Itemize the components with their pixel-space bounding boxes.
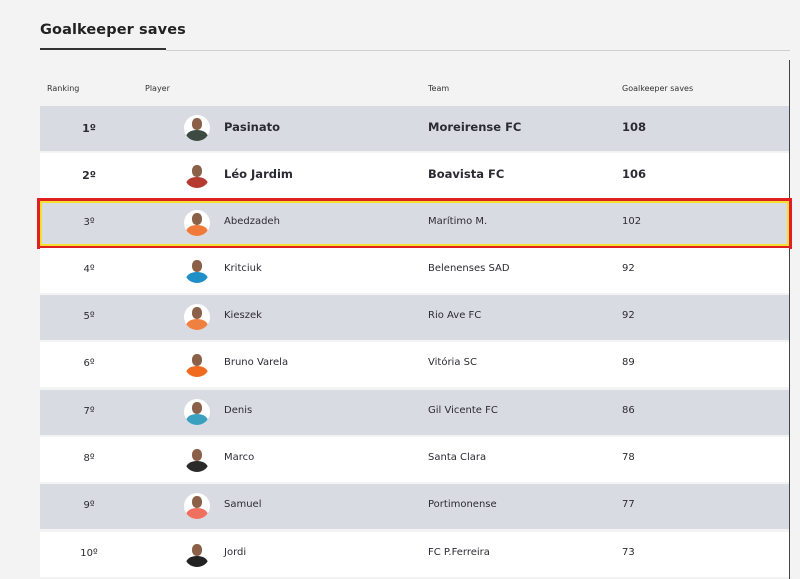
player-name[interactable]: Bruno Varela <box>224 357 289 368</box>
saves-value: 89 <box>622 357 635 368</box>
player-name[interactable]: Denis <box>224 405 253 416</box>
rank: 8º <box>83 453 95 464</box>
saves-value: 106 <box>622 167 647 181</box>
player-avatar <box>184 257 210 283</box>
player-avatar <box>184 351 210 377</box>
divider <box>166 50 790 51</box>
rank: 4º <box>83 264 95 275</box>
player-avatar <box>184 115 210 141</box>
table-row[interactable]: 9º Samuel Portimonense 77 <box>40 484 789 529</box>
team-name[interactable]: Gil Vicente FC <box>428 405 498 416</box>
player-name[interactable]: Marco <box>224 452 255 463</box>
team-name[interactable]: Santa Clara <box>428 452 487 463</box>
rank: 1º <box>82 122 96 135</box>
title-underline <box>40 48 166 50</box>
player-name[interactable]: Samuel <box>224 499 262 510</box>
saves-value: 78 <box>622 452 635 463</box>
header-saves[interactable]: Goalkeeper saves <box>622 84 694 93</box>
saves-value: 92 <box>622 310 635 321</box>
team-name[interactable]: Vitória SC <box>428 357 477 368</box>
player-avatar <box>184 399 210 425</box>
player-name[interactable]: Pasinato <box>224 120 281 134</box>
team-name[interactable]: FC P.Ferreira <box>428 547 490 558</box>
player-avatar <box>184 210 210 236</box>
panel-edge <box>789 60 790 579</box>
player-name[interactable]: Abedzadeh <box>224 216 280 227</box>
saves-value: 73 <box>622 547 635 558</box>
saves-value: 86 <box>622 405 635 416</box>
team-name[interactable]: Belenenses SAD <box>428 263 510 274</box>
table-row[interactable]: 4º Kritciuk Belenenses SAD 92 <box>40 248 789 293</box>
table-row[interactable]: 2º Léo Jardim Boavista FC 106 <box>40 153 789 198</box>
player-avatar <box>184 162 210 188</box>
saves-value: 102 <box>622 216 642 227</box>
player-name[interactable]: Jordi <box>224 547 247 558</box>
rank: 6º <box>83 358 95 369</box>
table-row[interactable]: 8º Marco Santa Clara 78 <box>40 437 789 482</box>
rank: 3º <box>83 217 95 228</box>
rank: 2º <box>82 169 96 182</box>
team-name[interactable]: Boavista FC <box>428 167 505 181</box>
table-row[interactable]: 7º Denis Gil Vicente FC 86 <box>40 390 789 435</box>
team-name[interactable]: Moreirense FC <box>428 120 522 134</box>
table-row[interactable]: 10º Jordi FC P.Ferreira 73 <box>40 532 789 577</box>
rank: 5º <box>83 311 95 322</box>
team-name[interactable]: Rio Ave FC <box>428 310 482 321</box>
player-avatar <box>184 493 210 519</box>
player-name[interactable]: Kritciuk <box>224 263 262 274</box>
page-title: Goalkeeper saves <box>40 22 186 38</box>
header-player[interactable]: Player <box>145 84 170 93</box>
rank: 10º <box>80 548 98 559</box>
table-row[interactable]: 3º Abedzadeh Marítimo M. 102 <box>37 198 792 249</box>
rank: 9º <box>83 500 95 511</box>
player-avatar <box>184 446 210 472</box>
player-avatar <box>184 304 210 330</box>
team-name[interactable]: Portimonense <box>428 499 497 510</box>
header-ranking[interactable]: Ranking <box>47 84 80 93</box>
saves-value: 92 <box>622 263 635 274</box>
saves-value: 77 <box>622 499 635 510</box>
table-row[interactable]: 1º Pasinato Moreirense FC 108 <box>40 106 789 151</box>
saves-value: 108 <box>622 120 647 134</box>
table-row[interactable]: 5º Kieszek Rio Ave FC 92 <box>40 295 789 340</box>
player-avatar <box>184 541 210 567</box>
player-name[interactable]: Léo Jardim <box>224 167 293 181</box>
player-name[interactable]: Kieszek <box>224 310 262 321</box>
rank: 7º <box>83 406 95 417</box>
header-team[interactable]: Team <box>428 84 450 93</box>
team-name[interactable]: Marítimo M. <box>428 216 488 227</box>
table-row[interactable]: 6º Bruno Varela Vitória SC 89 <box>40 342 789 387</box>
